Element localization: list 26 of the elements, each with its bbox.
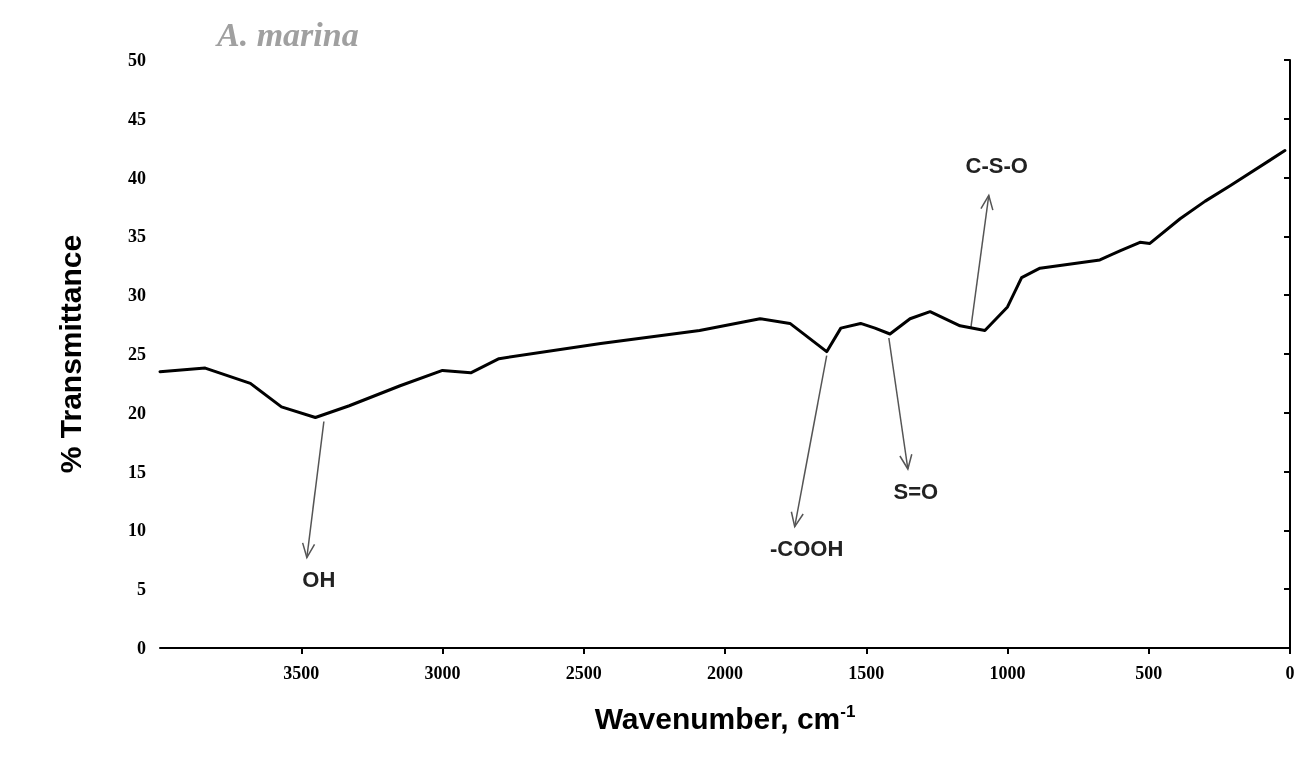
y-tick-label: 15 [128, 461, 146, 482]
y-tick-label: 30 [128, 285, 146, 306]
x-tick-label: 1500 [848, 663, 885, 683]
y-tick-label: 0 [137, 638, 146, 658]
annotation: -COOH [770, 536, 844, 562]
y-tick-label: 40 [128, 167, 146, 188]
y-tick-label: 45 [128, 108, 146, 129]
y-tick-label: 35 [128, 226, 146, 247]
line-series [158, 149, 1287, 419]
y-tick-label: 25 [128, 344, 146, 364]
x-tick-label: 2000 [707, 663, 743, 683]
y-tick-label: 50 [128, 50, 146, 70]
x-tick-label: 500 [1135, 663, 1163, 683]
annotation: OH [302, 567, 336, 592]
x-tick-label: 1000 [989, 663, 1026, 683]
y-axis-title: % Transmittance [53, 234, 87, 474]
x-tick-label: 2500 [565, 663, 602, 683]
x-tick-label: 0 [1285, 663, 1295, 683]
y-tick-label: 10 [128, 520, 146, 541]
annotation: C-S-O [965, 152, 1028, 178]
y-tick-label: 5 [137, 579, 146, 600]
x-tick-label: 3000 [424, 663, 461, 683]
x-tick-label: 3500 [283, 663, 320, 683]
y-tick-label: 20 [128, 402, 146, 423]
chart-title: A. marina [215, 15, 359, 53]
annotation: S=O [893, 478, 939, 504]
